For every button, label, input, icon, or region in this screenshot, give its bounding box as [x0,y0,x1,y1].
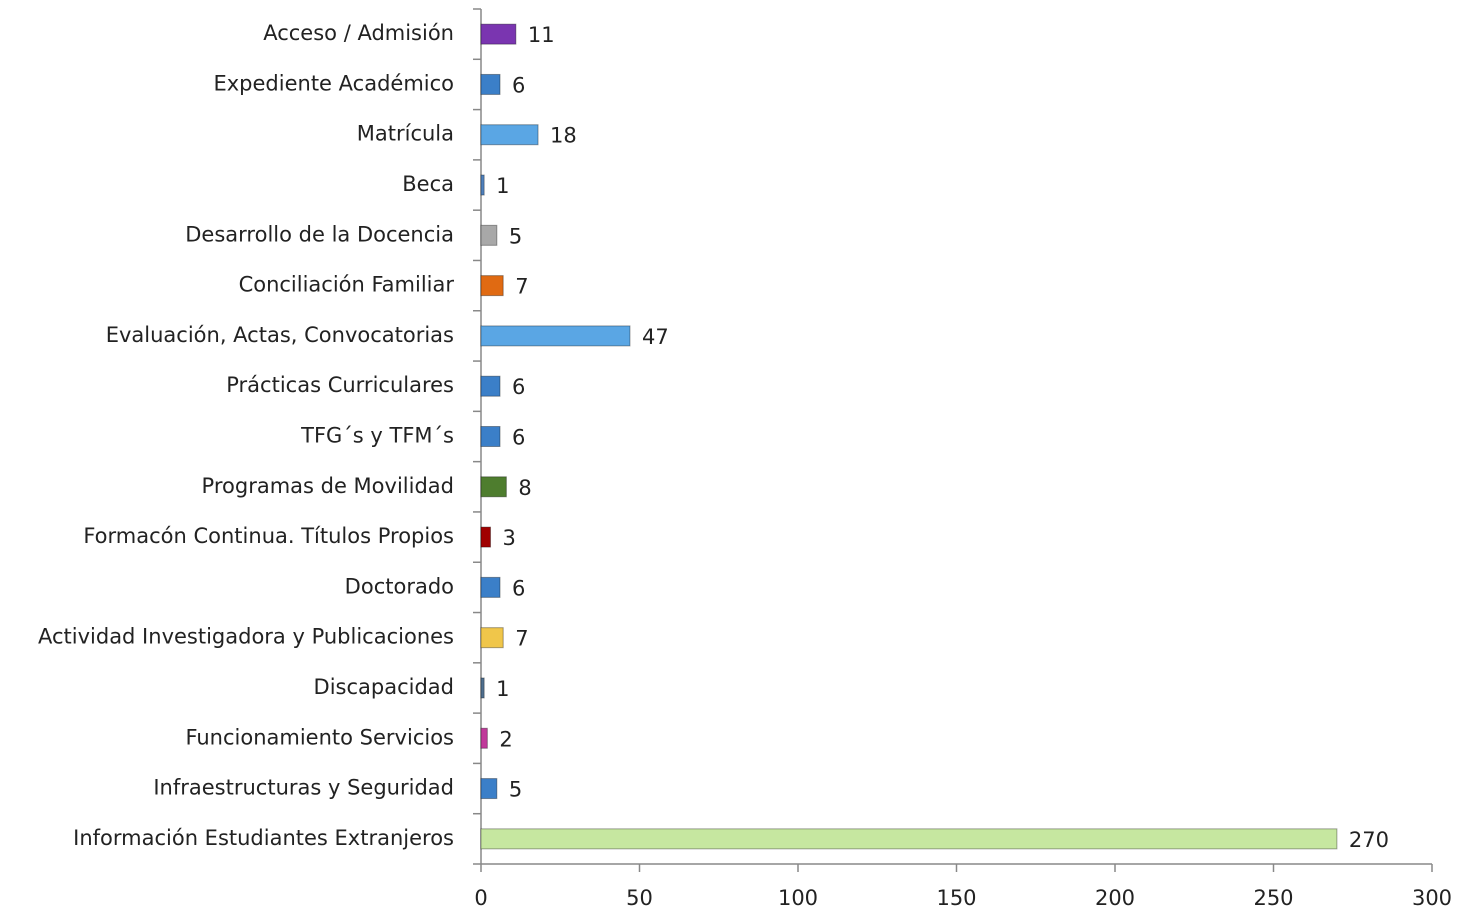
bar [480,325,631,347]
category-label: Conciliación Familiar [239,273,455,297]
bar [480,828,1338,850]
x-tick-label: 0 [474,886,487,910]
bar [480,426,501,447]
bar [480,476,507,498]
x-tick-label: 50 [626,886,653,910]
value-label: 18 [550,124,577,148]
bar [480,677,485,699]
value-label: 3 [503,526,516,550]
category-label: Formacón Continua. Títulos Propios [83,524,454,548]
bar [480,627,504,649]
bar [480,73,501,95]
bar [480,526,492,548]
value-label: 6 [512,426,525,450]
value-label: 270 [1349,828,1389,852]
value-label: 47 [642,325,669,349]
category-label: Programas de Movilidad [202,474,454,498]
category-label: Matrícula [357,122,454,146]
x-tick-label: 100 [778,886,818,910]
value-label: 11 [528,23,555,47]
bar [480,224,498,246]
value-label: 6 [512,576,525,600]
bar [480,727,488,749]
category-label: Acceso / Admisión [263,21,454,45]
value-label: 1 [496,174,509,198]
category-label: Prácticas Curriculares [226,373,454,397]
category-label: TFG´s y TFM´s [300,424,454,448]
value-label: 8 [518,476,531,500]
x-tick-label: 150 [936,886,976,910]
bar [480,275,504,297]
category-label: Desarrollo de la Docencia [185,222,454,246]
x-tick-label: 250 [1253,886,1293,910]
x-tick-label: 300 [1412,886,1452,910]
value-label: 6 [512,73,525,97]
category-label: Expediente Académico [213,71,454,95]
value-label: 7 [515,627,528,651]
category-label: Evaluación, Actas, Convocatorias [106,323,454,347]
value-label: 7 [515,275,528,299]
category-label: Infraestructuras y Seguridad [153,776,454,800]
category-label: Información Estudiantes Extranjeros [73,826,454,850]
bar [480,124,539,146]
bar [480,174,485,196]
bar [480,375,501,397]
category-label: Actividad Investigadora y Publicaciones [38,625,454,649]
category-label: Beca [402,172,454,196]
value-label: 2 [499,727,512,751]
category-label: Discapacidad [314,675,454,699]
value-label: 5 [509,778,522,802]
value-label: 1 [496,677,509,701]
x-tick-label: 200 [1095,886,1135,910]
value-label: 6 [512,375,525,399]
category-label: Doctorado [345,574,454,598]
bar [480,778,498,800]
bar [480,23,517,45]
category-label: Funcionamiento Servicios [185,725,454,749]
value-label: 5 [509,224,522,248]
bar [480,576,501,598]
